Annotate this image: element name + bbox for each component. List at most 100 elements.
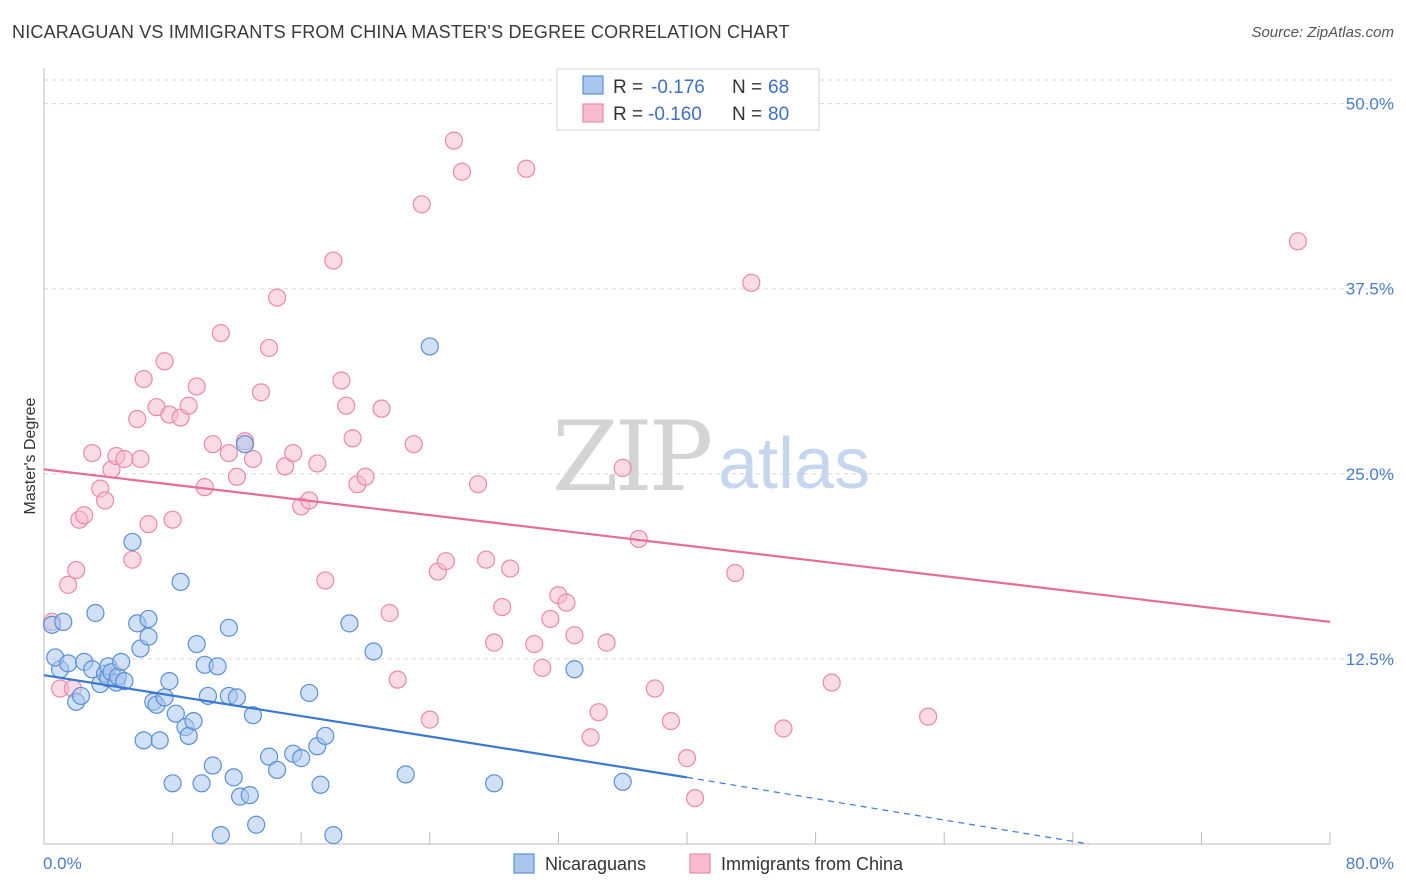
china-point-48 [380,603,399,623]
china-point-81 [822,673,841,692]
nicaraguan-point-29 [160,672,179,691]
china-point-12 [115,449,134,469]
trend-line-nicaraguans-extension [686,776,1089,845]
china-point-67 [557,593,576,612]
stats-r-label-pink: R = [613,104,643,125]
nicaraguan-point-48 [235,435,255,454]
nicaraguan-point-42 [211,826,230,845]
nicaraguan-point-24 [139,627,158,646]
axes [43,68,1331,845]
china-point-62 [517,159,536,178]
china-point-61 [501,559,520,578]
nicaraguan-point-28 [155,688,174,707]
china-point-23 [179,396,198,415]
china-point-80 [774,719,793,738]
china-point-55 [444,131,464,150]
china-point-43 [337,396,356,415]
watermark-atlas: atlas [718,424,870,504]
china-point-49 [388,670,407,689]
china-point-9 [95,491,115,510]
china-point-71 [597,633,616,652]
china-point-60 [493,597,512,617]
blue-series-points [42,337,632,845]
nicaraguan-point-41 [208,657,227,676]
china-point-34 [267,288,287,307]
nicaraguan-point-3 [54,612,73,631]
china-point-21 [163,510,182,529]
stats-r-label-blue: R = [613,77,643,98]
china-point-76 [677,749,697,768]
stats-r-value-pink: -0.160 [648,104,702,125]
trend-line-nicaraguans [43,674,688,779]
china-point-32 [251,383,271,402]
nicaraguan-point-60 [324,826,343,845]
china-point-78 [726,563,745,583]
china-point-31 [243,449,263,469]
nicaraguan-point-46 [227,688,246,707]
china-point-77 [685,788,705,808]
stats-swatch-pink [582,103,604,123]
china-point-51 [412,195,431,214]
china-point-64 [533,658,552,677]
nicaraguan-point-51 [247,815,266,834]
china-point-59 [485,633,504,652]
nicaraguan-point-7 [71,686,91,706]
china-point-70 [589,703,608,722]
china-point-29 [227,467,246,486]
china-point-14 [128,409,147,429]
china-point-82 [919,707,938,726]
nicaraguan-point-49 [240,786,259,805]
legend-swatch-nicaraguans [513,853,535,874]
stats-swatch-blue [582,75,604,95]
china-point-26 [203,435,222,454]
china-point-4 [67,560,86,580]
china-point-41 [324,251,343,270]
china-point-75 [661,711,681,731]
china-point-16 [134,369,153,389]
nicaraguan-point-27 [150,731,169,750]
china-point-28 [219,443,238,463]
china-point-15 [131,449,150,469]
y-tick-label-1: 25.0% [1346,465,1394,484]
trend-lines [43,468,1331,845]
china-point-39 [308,454,327,473]
legend-swatch-china [689,853,711,874]
china-point-35 [276,457,295,476]
china-point-83 [1288,232,1307,251]
grid-lines [44,79,1394,660]
nicaraguan-point-45 [224,768,243,787]
china-point-40 [316,571,335,590]
china-point-36 [284,443,303,463]
y-tick-label-0: 12.5% [1346,650,1394,669]
nicaraguan-point-4 [59,654,78,673]
china-point-27 [211,324,230,343]
pink-series-points [42,131,1307,808]
china-point-79 [742,273,761,292]
nicaraguan-point-9 [86,603,105,623]
china-point-47 [372,399,391,418]
legend-label-nicaraguans: Nicaraguans [545,854,646,874]
y-tick-labels: 12.5% 25.0% 37.5% 50.0% [1346,95,1394,669]
china-point-19 [155,352,174,371]
legend: Nicaraguans Immigrants from China [513,853,904,874]
nicaraguan-point-31 [171,572,190,592]
nicaraguan-point-62 [364,642,383,661]
nicaraguan-point-59 [311,775,330,794]
china-point-72 [613,458,632,477]
china-point-68 [565,626,584,645]
china-point-74 [645,679,664,698]
china-point-6 [75,506,94,525]
china-point-24 [187,377,206,396]
x-tick-label-min: 0.0% [43,854,82,873]
china-point-65 [541,609,560,629]
nicaraguan-point-32 [166,704,185,723]
china-point-58 [476,550,496,569]
legend-label-china: Immigrants from China [721,854,904,874]
nicaraguan-point-50 [243,706,263,725]
stats-n-label-blue: N = [732,77,762,98]
nicaraguan-point-56 [300,683,319,703]
nicaraguan-point-55 [292,749,311,768]
nicaraguan-point-53 [267,760,287,780]
nicaraguan-point-52 [259,747,279,766]
